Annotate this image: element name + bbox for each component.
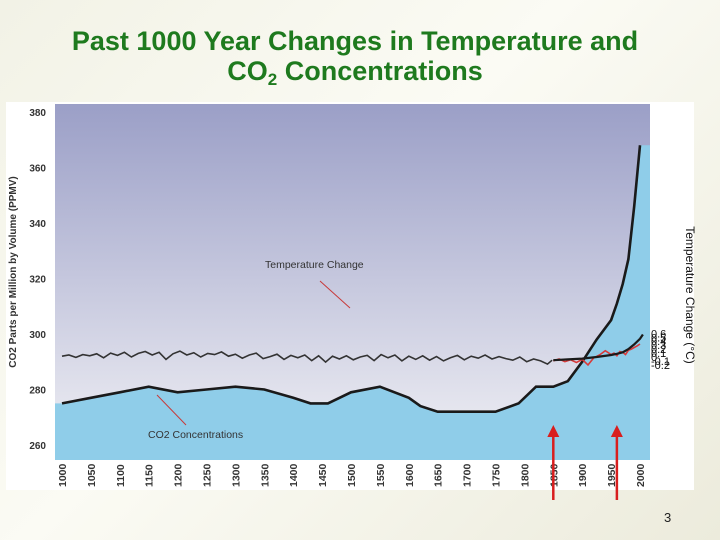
x-tick-label: 1400: [288, 463, 300, 487]
co2-pointer-line: [156, 394, 187, 426]
y-tick-label: 280: [29, 386, 46, 397]
co2-line: [61, 145, 642, 414]
y2-tick-label: 0.5: [651, 332, 666, 344]
x-tick-label: 1300: [230, 463, 242, 487]
y2-tick-label: 0.4: [651, 336, 666, 348]
x-tick-label: 1200: [173, 463, 185, 487]
x-tick-label: 1150: [144, 464, 156, 487]
temperature-pointer-line: [319, 280, 351, 309]
x-tick-label: 1100: [115, 464, 127, 487]
y-tick-label: 360: [29, 164, 46, 175]
y-tick-label: 260: [29, 441, 46, 452]
temperature-smoothed-line: [553, 333, 644, 362]
x-tick-label: 1700: [462, 463, 474, 487]
slide-title-line1: Past 1000 Year Changes in Temperature an…: [71, 26, 639, 56]
co2-annotation: CO2 Concentrations: [148, 429, 243, 441]
title-subscript: 2: [267, 70, 278, 89]
y2-tick-label: 0.2: [651, 344, 666, 356]
x-tick-label: 1550: [375, 463, 387, 487]
y-tick-label: 320: [29, 275, 46, 286]
x-tick-label: 1750: [491, 463, 503, 487]
x-tick-label: 1350: [259, 463, 271, 487]
title-suffix-text: Concentrations: [277, 56, 483, 86]
slide-title-line2: CO2 Concentrations: [0, 56, 710, 90]
x-tick-label: 1950: [606, 463, 618, 487]
y-tick-label: 300: [29, 330, 46, 341]
y-tick-label: 380: [29, 108, 46, 119]
y-tick-label: 340: [29, 219, 46, 230]
x-tick-label: 1250: [202, 463, 214, 487]
y2-tick-label: 0.6: [651, 328, 666, 340]
title-co-text: CO: [227, 56, 268, 86]
arrow-head: [610, 425, 623, 437]
temperature-annotation: Temperature Change: [265, 259, 364, 271]
x-tick-label: 1800: [519, 463, 531, 487]
x-tick-label: 1500: [346, 463, 358, 487]
co2-area: [55, 145, 650, 461]
y2-tick-label: 0: [651, 352, 657, 364]
y-axis-label: CO2 Parts per Million by Volume (PPMV): [8, 176, 19, 368]
y2-tick-label: -0.2: [651, 360, 670, 372]
y2-tick-label: -0.1: [651, 356, 670, 368]
arrow-head: [547, 425, 560, 437]
y2-tick-label: 0.1: [651, 348, 666, 360]
page-number: 3: [664, 510, 672, 525]
x-tick-label: 2000: [635, 463, 647, 487]
x-tick-label: 1650: [433, 463, 445, 487]
x-tick-label: 1050: [86, 463, 98, 487]
x-tick-label: 1450: [317, 463, 329, 487]
slide-title: Past 1000 Year Changes in Temperature an…: [0, 26, 710, 90]
y2-axis-label: Temperature Change (°C): [683, 226, 697, 364]
y2-tick-label: 0.3: [651, 340, 666, 352]
x-tick-label: 1900: [577, 463, 589, 487]
x-tick-label: 1000: [57, 463, 69, 487]
x-tick-label: 1600: [404, 463, 416, 487]
temperature-proxy-line: [61, 350, 553, 366]
